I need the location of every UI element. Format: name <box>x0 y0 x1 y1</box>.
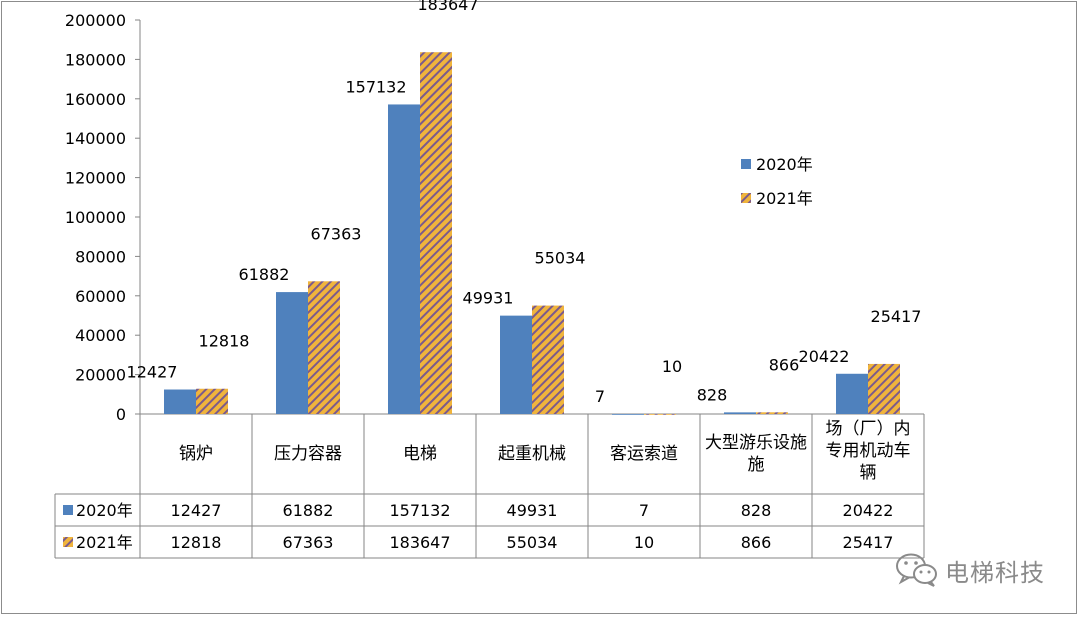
table-cell: 183647 <box>389 533 450 552</box>
table-series-label: 2020年 <box>76 501 133 520</box>
x-tick-label: 场（厂）内 <box>826 419 911 439</box>
table-cell: 49931 <box>507 501 558 520</box>
y-tick-label: 200000 <box>65 11 126 30</box>
table-cell: 12818 <box>171 533 222 552</box>
bar-2021 <box>532 305 564 414</box>
y-tick-label: 20000 <box>75 366 126 385</box>
data-label: 25417 <box>871 307 922 326</box>
data-label: 12818 <box>199 332 250 351</box>
legend-label: 2020年 <box>756 155 813 174</box>
legend-label: 2021年 <box>756 189 813 208</box>
x-tick-label: 大型游乐设施 <box>705 433 807 453</box>
data-label: 55034 <box>535 249 586 268</box>
bar-2020 <box>276 292 308 414</box>
data-label: 866 <box>769 355 800 374</box>
table-cell: 157132 <box>389 501 450 520</box>
table-cell: 10 <box>634 533 654 552</box>
bar-2020 <box>164 389 196 414</box>
table-cell: 55034 <box>507 533 558 552</box>
table-cell: 7 <box>639 501 649 520</box>
data-label: 10 <box>662 357 682 376</box>
table-cell: 828 <box>741 501 772 520</box>
legend-key <box>741 159 751 169</box>
x-tick-label: 专用机动车 <box>826 441 911 461</box>
table-legend-key <box>63 505 73 515</box>
bar-2021 <box>308 281 340 414</box>
x-tick-label: 辆 <box>860 463 877 483</box>
y-tick-label: 0 <box>116 405 126 424</box>
table-cell: 20422 <box>843 501 894 520</box>
y-tick-label: 100000 <box>65 208 126 227</box>
x-tick-label: 电梯 <box>403 444 437 464</box>
x-tick-label: 压力容器 <box>274 444 342 464</box>
data-label: 12427 <box>127 363 178 382</box>
watermark-text: 电梯科技 <box>945 558 1045 587</box>
table-series-label: 2021年 <box>76 533 133 552</box>
data-label: 61882 <box>239 265 290 284</box>
bar-2020 <box>724 412 756 414</box>
x-tick-label: 客运索道 <box>610 444 678 464</box>
bar-2021 <box>644 413 676 415</box>
y-tick-label: 180000 <box>65 50 126 69</box>
data-label: 157132 <box>345 77 406 96</box>
table-cell: 866 <box>741 533 772 552</box>
data-label: 183647 <box>417 0 478 14</box>
x-tick-label: 起重机械 <box>498 444 566 464</box>
table-cell: 61882 <box>283 501 334 520</box>
data-label: 7 <box>595 387 605 406</box>
table-cell: 12427 <box>171 501 222 520</box>
wechat-icon <box>896 553 937 587</box>
data-label: 67363 <box>311 224 362 243</box>
y-tick-label: 120000 <box>65 169 126 188</box>
y-tick-label: 60000 <box>75 287 126 306</box>
table-cell: 25417 <box>843 533 894 552</box>
bar-2021 <box>756 412 788 414</box>
data-label: 49931 <box>463 289 514 308</box>
table-legend-key <box>63 537 73 547</box>
data-label: 828 <box>697 385 728 404</box>
bar-2020 <box>836 373 868 414</box>
bar-2021 <box>868 363 900 414</box>
legend-key <box>741 193 751 203</box>
y-tick-label: 140000 <box>65 129 126 148</box>
x-tick-label: 锅炉 <box>179 444 213 464</box>
y-tick-label: 40000 <box>75 326 126 345</box>
data-label: 20422 <box>799 347 850 366</box>
bar-2021 <box>196 388 228 414</box>
bar-2020 <box>500 315 532 414</box>
bar-2020 <box>612 413 644 415</box>
table-cell: 67363 <box>283 533 334 552</box>
x-tick-label: 施 <box>748 455 765 475</box>
bar-2020 <box>388 104 420 415</box>
y-tick-label: 160000 <box>65 90 126 109</box>
watermark: 电梯科技 <box>895 552 1045 588</box>
y-tick-label: 80000 <box>75 247 126 266</box>
bar-2021 <box>420 52 452 415</box>
